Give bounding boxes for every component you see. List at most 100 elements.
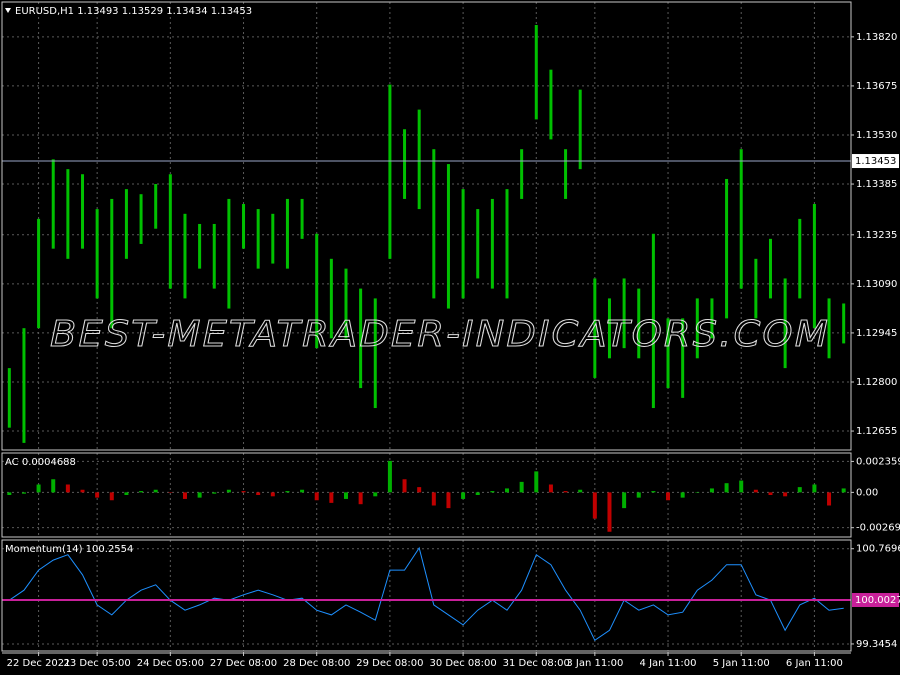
- watermark: BEST-METATRADER-INDICATORS.COM: [50, 314, 830, 355]
- price-bar: [739, 149, 743, 289]
- y-tick-label: 0.00: [856, 487, 878, 498]
- price-bar: [22, 328, 26, 443]
- ac-bar: [446, 492, 451, 509]
- ac-bar: [607, 492, 612, 532]
- price-bar: [827, 298, 831, 359]
- ac-bar: [827, 492, 832, 506]
- x-tick-label: 29 Dec 08:00: [356, 658, 423, 669]
- price-bar: [417, 109, 421, 210]
- price-bar: [139, 194, 143, 244]
- price-bar: [446, 164, 450, 309]
- price-bar: [725, 178, 729, 319]
- chart-header: EURUSD,H1 1.13493 1.13529 1.13434 1.1345…: [15, 6, 252, 17]
- price-bar: [95, 209, 99, 299]
- ac-bar: [109, 492, 114, 501]
- price-bar: [695, 298, 699, 359]
- price-bar: [403, 129, 407, 199]
- ac-bar: [578, 489, 583, 493]
- price-bar: [505, 189, 509, 299]
- price-bar: [183, 213, 187, 299]
- ac-bar: [241, 491, 246, 493]
- price-bar: [359, 288, 363, 389]
- x-tick-label: 31 Dec 08:00: [503, 658, 570, 669]
- y-tick-label: 1.13820: [856, 32, 897, 43]
- price-bar: [124, 189, 128, 259]
- y-tick-label: 1.12945: [856, 328, 897, 339]
- x-tick-label: 5 Jan 11:00: [713, 658, 770, 669]
- y-tick-label: 1.13090: [856, 279, 897, 290]
- ac-bar: [373, 492, 378, 497]
- ac-bar: [739, 480, 744, 493]
- price-bar: [81, 174, 85, 249]
- price-bar: [461, 189, 465, 299]
- y-tick-label: 99.3454: [856, 639, 897, 650]
- ac-bar: [168, 492, 173, 493]
- price-bar: [520, 149, 524, 199]
- panel-frame: [1, 452, 852, 538]
- ac-bar: [329, 492, 334, 503]
- ac-bar: [358, 492, 363, 505]
- y-tick-label: 1.13235: [856, 230, 897, 241]
- y-tick-label: 1.12655: [856, 426, 897, 437]
- ac-bar: [226, 489, 231, 493]
- ac-bar: [783, 492, 788, 497]
- price-bar: [7, 368, 11, 428]
- price-bar: [168, 174, 172, 289]
- price-bar: [329, 258, 333, 339]
- price-bar: [710, 298, 714, 339]
- ac-bar: [314, 492, 319, 501]
- indicator-title: Momentum(14) 100.2554: [5, 544, 133, 555]
- x-tick-label: 22 Dec 2021: [7, 658, 71, 669]
- price-bar: [51, 159, 55, 249]
- ac-bar: [695, 492, 700, 493]
- ac-bar: [666, 492, 671, 501]
- price-bar: [300, 198, 304, 239]
- ac-bar: [519, 481, 524, 493]
- ac-bar: [680, 492, 685, 498]
- price-bar: [344, 268, 348, 339]
- ac-bar: [461, 492, 466, 499]
- current-price-box: [852, 154, 899, 169]
- ac-bar: [285, 491, 290, 493]
- ac-bar: [431, 492, 436, 506]
- price-bar: [564, 149, 568, 199]
- price-bar: [476, 209, 480, 279]
- ac-bar: [343, 492, 348, 499]
- x-tick-label: 24 Dec 05:00: [137, 658, 204, 669]
- ac-bar: [505, 488, 510, 493]
- price-bar: [812, 204, 816, 329]
- price-bar: [798, 218, 802, 299]
- panel-frame: [1, 539, 852, 652]
- ac-bar: [651, 491, 656, 493]
- price-bar: [315, 233, 319, 349]
- price-bar: [256, 209, 260, 269]
- price-bar: [637, 288, 641, 359]
- indicator-title: AC 0.0004688: [5, 457, 76, 468]
- ac-bar: [563, 491, 568, 493]
- x-tick-label: 6 Jan 11:00: [786, 658, 843, 669]
- price-bar: [607, 298, 611, 359]
- price-bar: [110, 198, 114, 329]
- ac-bar: [636, 492, 641, 498]
- x-tick-label: 27 Dec 08:00: [210, 658, 277, 669]
- ac-bar: [490, 491, 495, 493]
- ac-bar: [387, 460, 392, 493]
- level-label: 100.0027: [855, 595, 900, 606]
- price-bar: [373, 298, 377, 409]
- price-bar: [651, 233, 655, 409]
- symbol-menu-icon[interactable]: [5, 8, 11, 13]
- ac-bar: [256, 492, 261, 495]
- price-bar: [37, 218, 41, 329]
- momentum-line: [9, 546, 844, 642]
- x-tick-label: 28 Dec 08:00: [283, 658, 350, 669]
- ac-bar: [534, 471, 539, 493]
- price-bar: [227, 198, 231, 309]
- price-bar: [593, 278, 597, 378]
- ac-bar: [270, 492, 275, 497]
- price-bar: [681, 318, 685, 398]
- price-bar: [271, 213, 275, 264]
- price-bar: [622, 278, 626, 349]
- price-bar: [783, 278, 787, 369]
- ac-bar: [724, 483, 729, 493]
